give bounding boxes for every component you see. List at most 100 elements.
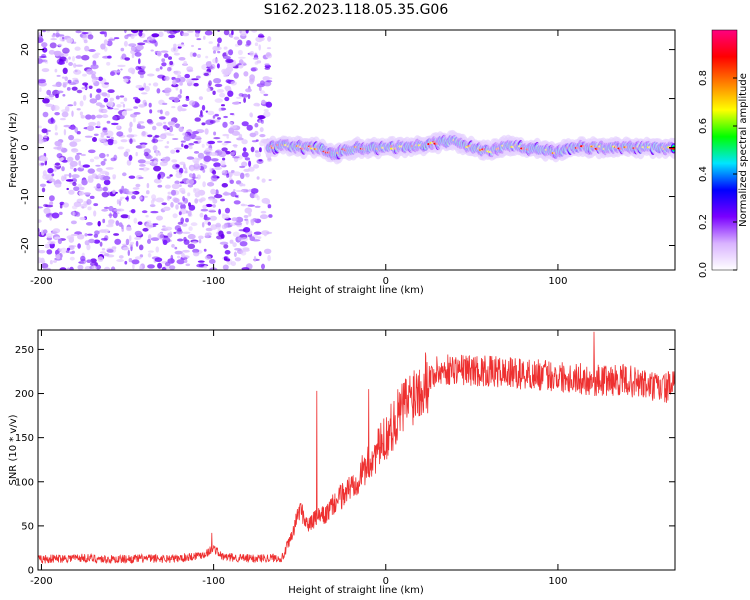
spectrogram-noise-cell — [41, 59, 48, 63]
spectrogram-noise-cell — [110, 157, 117, 162]
spectrogram-noise-cell — [267, 36, 272, 42]
spectrogram-noise-cell — [75, 55, 83, 59]
x-tick-label: -100 — [202, 276, 225, 287]
spectrogram-noise-cell — [72, 211, 76, 216]
spectrogram-noise-cell — [127, 215, 131, 220]
spectrogram-noise-cell — [168, 56, 172, 60]
spectrogram-noise-cell — [217, 117, 221, 120]
spectrogram-noise-cell — [106, 101, 114, 107]
spectrogram-noise-cell — [186, 66, 194, 72]
colorbar: 0.0 0.2 0.4 0.6 0.8 Normalized spectral ampl… — [698, 29, 749, 278]
spectrogram-noise-cell — [84, 135, 93, 138]
spectrogram-noise-cell — [102, 127, 107, 131]
spectrogram-noise-cell — [261, 178, 266, 183]
spectrogram-noise-cell — [258, 86, 262, 92]
spectrogram-noise-cell — [95, 164, 101, 167]
spectrogram-noise-cell — [130, 34, 135, 39]
spectrogram-noise-cell — [95, 94, 101, 101]
spectrogram-noise-cell — [112, 189, 116, 194]
spectrogram-noise-cell — [244, 157, 251, 161]
spectrogram-noise-cell — [57, 61, 65, 65]
x-tick-label: -200 — [30, 276, 53, 287]
spectrogram-noise-cell — [264, 64, 271, 69]
spectrogram-noise-cell — [242, 204, 248, 207]
spectrogram-noise-cell — [144, 85, 150, 92]
spectrogram-noise-cell — [135, 151, 138, 157]
y-tick-label: 100 — [15, 477, 34, 488]
spectrogram-noise-cell — [96, 114, 103, 119]
spectrogram-noise-cell — [65, 58, 69, 64]
spectrogram-noise-cell — [209, 152, 218, 157]
spectrogram-noise-cell — [41, 68, 50, 73]
spectrogram-noise-cell — [73, 186, 80, 191]
spectrogram-noise-cell — [243, 63, 247, 66]
spectrogram-noise-cell — [101, 92, 108, 97]
spectrogram-noise-cell — [235, 190, 244, 192]
spectrogram-noise-cell — [219, 92, 226, 98]
spectrogram-noise-cell — [252, 57, 259, 60]
spectrogram-noise-cell — [183, 144, 189, 149]
spectrogram-noise-cell — [212, 198, 218, 204]
spectrogram-noise-cell — [102, 218, 106, 224]
spectrogram-noise-cell — [224, 207, 231, 214]
spectrogram-noise-cell — [90, 114, 96, 120]
snr-frame — [37, 329, 676, 571]
spectrogram-noise-cell — [174, 180, 180, 185]
spectrogram-noise-cell — [104, 266, 111, 270]
spectrogram-noise-cell — [120, 47, 125, 52]
spectrogram-noise-cell — [177, 202, 183, 205]
spectrogram-noise-cell — [249, 74, 256, 81]
spectrogram-ridge — [263, 129, 675, 165]
spectrogram-noise-cell — [237, 49, 243, 56]
spectrogram-noise-cell — [172, 213, 178, 219]
spectrogram-noise-cell — [81, 54, 90, 61]
spectrogram-noise-cell — [199, 163, 203, 166]
spectrogram-noise-cell — [66, 37, 73, 44]
spectrogram-noise-cell — [46, 89, 52, 96]
spectrogram-noise-cell — [164, 87, 172, 93]
spectrogram-noise-cell — [150, 49, 154, 52]
spectrogram-noise-cell — [51, 212, 60, 219]
spectrogram-noise-cell — [117, 64, 126, 68]
spectrogram-noise-cell — [181, 223, 188, 227]
snr-y-ticks: 0 50 100 150 200 250 — [15, 345, 675, 577]
spectrogram-noise-cell — [118, 255, 124, 259]
spectrogram-noise-cell — [239, 165, 246, 169]
spectrogram-noise-cell — [135, 240, 139, 247]
spectrogram-noise-cell — [54, 140, 62, 147]
spectrogram-noise-cell — [60, 247, 67, 254]
spectrogram-noise-cell — [59, 203, 63, 209]
spectrogram-noise-cell — [128, 154, 133, 161]
spectrogram-noise-cell — [80, 153, 86, 157]
spectrogram-noise-cell — [214, 46, 222, 51]
spectrogram-noise-cell — [68, 172, 72, 178]
spectrogram-noise-cell — [128, 175, 136, 179]
spectrogram-noise-cell — [61, 159, 68, 163]
spectrogram-noise-cell — [194, 160, 200, 167]
spectrogram-noise-cell — [258, 120, 262, 123]
spectrogram-noise-cell — [186, 78, 193, 84]
spectrogram-noise-cell — [137, 42, 146, 46]
spectrogram-noise-cell — [152, 125, 157, 131]
spectrogram-noise-cell — [73, 168, 77, 172]
spectrogram-noise-cell — [124, 108, 133, 111]
spectrogram-noise-cell — [100, 160, 106, 166]
spectrogram-noise-cell — [106, 224, 114, 228]
spectrogram-noise-cell — [229, 34, 234, 38]
spectrogram-noise-cell — [233, 171, 241, 176]
spectrogram-noise-cell — [52, 260, 57, 263]
spectrogram-noise-cell — [227, 90, 234, 97]
spectrogram-noise-cell — [230, 81, 237, 86]
spectrogram-noise-cell — [48, 49, 56, 55]
spectrogram-noise-cell — [221, 214, 230, 220]
spectrogram-noise-cell — [243, 97, 247, 103]
spectrogram-noise-cell — [124, 260, 128, 265]
spectrogram-noise-cell — [155, 150, 159, 157]
spectrogram-noise-cell — [245, 88, 252, 93]
spectrogram-noise-cell — [164, 226, 173, 231]
spectrogram-noise-cell — [223, 244, 229, 249]
spectrogram-noise-cell — [175, 230, 183, 234]
spectrogram-noise-cell — [141, 131, 146, 136]
y-tick-label: 0 — [20, 144, 31, 150]
spectrogram-noise-cell — [120, 68, 123, 71]
